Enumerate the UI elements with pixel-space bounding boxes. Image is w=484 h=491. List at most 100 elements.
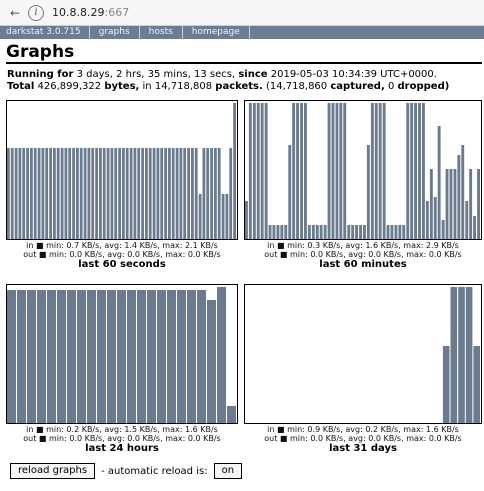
- reload-controls: reload graphs - automatic reload is: on: [10, 463, 243, 479]
- graph-bar: [284, 225, 288, 239]
- running-summary: Running for 3 days, 2 hrs, 35 mins, 13 s…: [7, 69, 437, 80]
- graph-bar: [252, 103, 256, 239]
- graph-bar: [197, 290, 206, 423]
- graph-bar: [390, 225, 394, 239]
- graph-bar: [473, 216, 476, 239]
- graph-bar: [122, 148, 125, 239]
- nav-item-graphs[interactable]: graphs: [90, 26, 140, 39]
- graph-bar: [227, 406, 236, 423]
- graph-bar: [245, 201, 248, 239]
- graph-bar: [248, 103, 252, 239]
- graph-bar: [311, 225, 315, 239]
- graph-bar: [382, 103, 386, 239]
- graph-bar: [194, 148, 198, 239]
- graph-bar: [10, 148, 14, 239]
- graph-bar: [77, 290, 86, 423]
- graph-bar: [68, 148, 72, 239]
- graph-bar: [147, 290, 156, 423]
- auto-reload-toggle[interactable]: on: [213, 463, 243, 479]
- graph-bar: [366, 145, 370, 239]
- graph-bar: [64, 148, 68, 239]
- graph-bar: [141, 148, 144, 239]
- graph-legend-in: in ■ min: 0.9 KB/s, avg: 0.2 KB/s, max: …: [267, 425, 459, 434]
- graph-bar: [331, 103, 335, 239]
- graph-bar: [233, 103, 236, 239]
- graph-last-60-minutes: [244, 100, 482, 240]
- graph-bar: [458, 287, 465, 423]
- nav-bar: darkstat 3.0.715 graphs hosts homepage: [0, 26, 484, 39]
- graph-last-24-hours: [6, 284, 238, 424]
- graph-bar: [327, 103, 331, 239]
- graph-bar: [347, 225, 351, 239]
- graph-bar: [307, 225, 311, 239]
- graph-bar: [437, 126, 441, 239]
- graph-bar: [167, 290, 176, 423]
- graph-bar: [160, 148, 164, 239]
- reload-graphs-button[interactable]: reload graphs: [10, 463, 96, 479]
- graph-bar: [457, 155, 461, 239]
- dropped-value: 0: [387, 81, 395, 92]
- graph-bar: [288, 145, 292, 239]
- bar-chart: [245, 103, 480, 239]
- nav-item-hosts[interactable]: hosts: [140, 26, 183, 39]
- graph-bar: [276, 225, 280, 239]
- graph-bar: [217, 148, 221, 239]
- graph-bar: [304, 103, 307, 239]
- graph-last-60-seconds: [6, 100, 238, 240]
- graph-legend-in: in ■ min: 0.7 KB/s, avg: 1.4 KB/s, max: …: [26, 241, 218, 250]
- graph-bar: [72, 148, 75, 239]
- running-duration: 3 days, 2 hrs, 35 mins, 13 secs,: [76, 69, 236, 80]
- totals-summary: Total 426,899,322 bytes, in 14,718,808 p…: [7, 81, 449, 92]
- graph-bar: [187, 148, 190, 239]
- graph-bar: [157, 290, 166, 423]
- graph-bar: [87, 290, 96, 423]
- bar-chart: [7, 287, 236, 423]
- graph-bar: [450, 287, 458, 423]
- graph-bar: [91, 148, 95, 239]
- nav-item-homepage[interactable]: homepage: [183, 26, 250, 39]
- bytes-label: bytes,: [104, 81, 140, 92]
- graph-bar: [137, 290, 146, 423]
- graph-bar: [363, 225, 366, 239]
- graph-bar: [453, 169, 457, 239]
- graph-bar: [221, 194, 225, 239]
- captured-label: captured,: [330, 81, 385, 92]
- graph-bar: [49, 148, 52, 239]
- graph-title: last 24 hours: [85, 443, 159, 454]
- browser-url-bar: ← i 10.8.8.29:667: [0, 0, 484, 26]
- bar-chart: [442, 287, 480, 423]
- bar-chart: [7, 103, 236, 239]
- back-arrow-icon[interactable]: ←: [9, 5, 21, 20]
- graph-bar: [33, 148, 37, 239]
- graph-bar: [394, 225, 398, 239]
- graph-bar: [355, 225, 358, 239]
- graph-bar: [148, 148, 152, 239]
- graph-bar: [323, 225, 327, 239]
- graph-bar: [53, 148, 56, 239]
- graph-bar: [18, 148, 22, 239]
- graph-bar: [183, 148, 187, 239]
- url-port: :667: [104, 6, 130, 19]
- bytes-value: 426,899,322: [37, 81, 102, 92]
- graph-bar: [280, 225, 284, 239]
- graph-bar: [292, 103, 296, 239]
- nav-item-version: darkstat 3.0.715: [0, 26, 90, 39]
- graph-bar: [152, 148, 156, 239]
- graph-bar: [87, 148, 91, 239]
- graph-bar: [300, 103, 303, 239]
- graph-bar: [145, 148, 148, 239]
- graph-bar: [57, 290, 66, 423]
- since-label: since: [238, 69, 268, 80]
- graph-bar: [473, 346, 480, 423]
- site-info-icon[interactable]: i: [28, 4, 44, 21]
- graph-title: last 31 days: [329, 443, 397, 454]
- graph-bar: [465, 201, 469, 239]
- graph-bar: [406, 103, 410, 239]
- graph-bar: [217, 287, 226, 423]
- graph-bar: [168, 148, 171, 239]
- graph-legend-out: out ■ min: 0.0 KB/s, avg: 0.0 KB/s, max:…: [264, 250, 462, 259]
- graph-bar: [477, 169, 480, 239]
- graph-bar: [229, 148, 233, 239]
- url-field[interactable]: 10.8.8.29:667: [52, 6, 129, 19]
- auto-reload-text: - automatic reload is:: [101, 465, 208, 477]
